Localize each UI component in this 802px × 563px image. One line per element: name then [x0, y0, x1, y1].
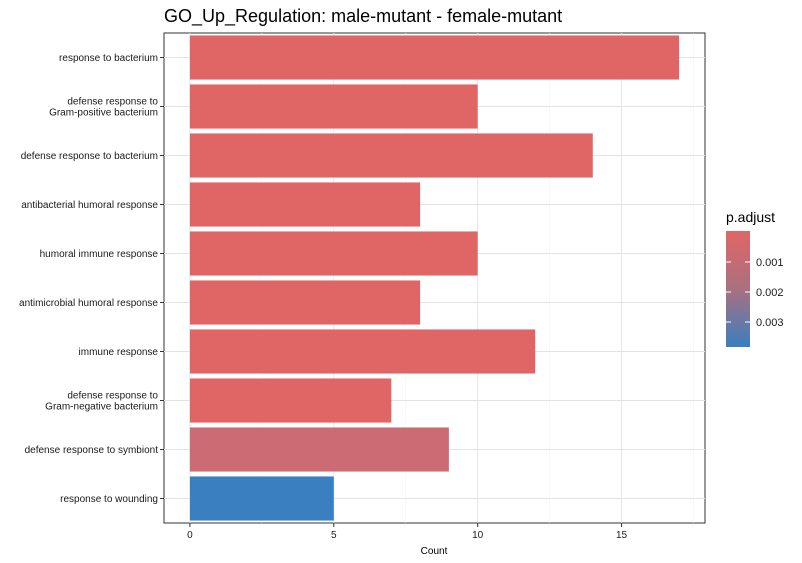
legend-tick-label: 0.001 — [756, 257, 784, 269]
category-labels: response to bacterium defense response to… — [19, 53, 164, 505]
x-tick-label: 5 — [331, 530, 337, 541]
x-axis: 0 5 10 15 — [187, 523, 628, 541]
category-label: defense response to bacterium — [21, 151, 158, 162]
bars — [189, 35, 680, 521]
bar — [189, 427, 449, 472]
category-label: response to wounding — [60, 494, 158, 505]
legend-tick-label: 0.003 — [756, 317, 784, 329]
bar — [189, 280, 421, 325]
bar — [189, 329, 536, 374]
bar — [189, 182, 421, 227]
x-axis-label: Count — [421, 546, 448, 557]
category-label: humoral immune response — [40, 249, 159, 260]
legend: p.adjust 0.001 0.002 0.003 — [726, 209, 784, 347]
category-label: defense response to Gram-positive bacteri… — [49, 97, 158, 119]
legend-colorbar — [726, 231, 750, 347]
category-label: immune response — [79, 347, 159, 358]
x-tick-label: 10 — [472, 530, 484, 541]
x-tick-label: 0 — [187, 530, 193, 541]
category-label: antibacterial humoral response — [21, 200, 158, 211]
bar — [189, 133, 593, 178]
bar — [189, 84, 478, 129]
chart-title: GO_Up_Regulation: male-mutant - female-m… — [164, 6, 562, 27]
x-tick-label: 15 — [616, 530, 628, 541]
bar — [189, 378, 392, 423]
category-label: defense response to Gram-negative bacteri… — [45, 391, 158, 413]
legend-tick-label: 0.002 — [756, 287, 784, 299]
bar — [189, 476, 334, 521]
category-label: response to bacterium — [59, 53, 158, 64]
legend-title: p.adjust — [726, 209, 775, 225]
category-label: defense response to symbiont — [25, 445, 159, 456]
category-label: antimicrobial humoral response — [19, 298, 158, 309]
bar — [189, 35, 680, 80]
legend-ticks: 0.001 0.002 0.003 — [726, 257, 784, 329]
bar — [189, 231, 478, 276]
